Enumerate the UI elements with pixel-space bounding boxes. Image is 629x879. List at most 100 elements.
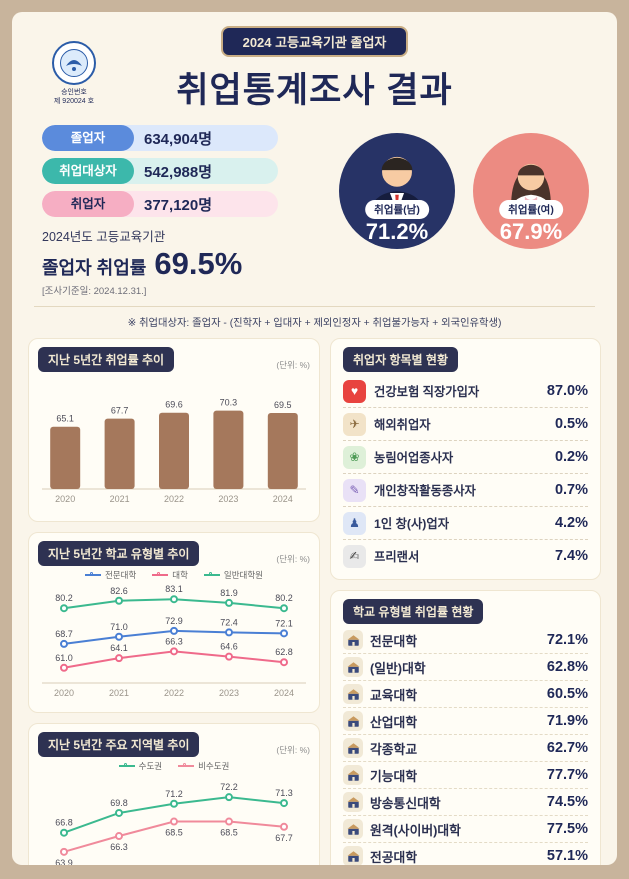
data-point xyxy=(225,598,233,607)
unit-label: (단위: %) xyxy=(276,554,310,564)
male-rate-circle: 취업률(남) 71.2% xyxy=(339,133,455,249)
svg-text:2021: 2021 xyxy=(110,494,130,504)
approval-number: 승인번호 제 920024 호 xyxy=(53,89,95,106)
data-point xyxy=(225,817,233,826)
data-point xyxy=(170,647,178,656)
svg-text:69.8: 69.8 xyxy=(110,798,128,808)
category-row: ♟ 1인 창(사)업자 4.2% xyxy=(343,507,588,540)
health-insurance-icon: ♥ xyxy=(343,379,366,403)
svg-text:67.7: 67.7 xyxy=(275,833,293,843)
employed-stat: 취업자 377,120명 xyxy=(42,191,278,217)
data-point xyxy=(115,808,123,817)
svg-text:83.1: 83.1 xyxy=(165,584,183,594)
page-title: 취업통계조사 결과 xyxy=(176,71,453,110)
lists-column: 취업자 항목별 현황 ♥ 건강보험 직장가입자 87.0% ✈ 해외취업자 0.… xyxy=(330,338,601,865)
employed-label: 취업자 xyxy=(42,191,134,217)
employment-categories-section: 취업자 항목별 현황 ♥ 건강보험 직장가입자 87.0% ✈ 해외취업자 0.… xyxy=(330,338,601,580)
category-row: ❀ 농림어업종사자 0.2% xyxy=(343,441,588,474)
school-building-icon xyxy=(343,684,363,704)
legend-item: 대학 xyxy=(152,569,188,580)
svg-text:66.8: 66.8 xyxy=(55,818,73,828)
svg-text:63.9: 63.9 xyxy=(55,858,73,865)
legend-item: 수도권 xyxy=(118,760,162,771)
svg-text:69.6: 69.6 xyxy=(165,400,183,410)
category-row: ♥ 건강보험 직장가입자 87.0% xyxy=(343,375,588,408)
svg-text:66.3: 66.3 xyxy=(165,636,183,646)
school-building-icon xyxy=(343,738,363,758)
solo-founder-icon: ♟ xyxy=(343,511,366,535)
data-point xyxy=(170,626,178,635)
overseas-worker-icon: ✈ xyxy=(343,412,366,436)
svg-text:2021: 2021 xyxy=(109,688,129,698)
svg-text:72.4: 72.4 xyxy=(220,617,238,627)
school-type-row: 방송통신대학 74.5% xyxy=(343,789,588,816)
graduates-value: 634,904명 xyxy=(144,130,213,148)
definition-note: ※ 취업대상자: 졸업자 - (진학자 + 입대자 + 제외인정자 + 취업불가… xyxy=(34,306,595,329)
employment-rate-bar-chart: 65.1 2020 67.7 2021 69.6 2022 70.3 2023 69.5 2024 xyxy=(42,398,306,504)
svg-text:68.5: 68.5 xyxy=(220,828,238,838)
school-building-icon xyxy=(343,630,363,650)
data-point xyxy=(115,596,123,605)
svg-text:71.2: 71.2 xyxy=(165,789,183,799)
school-building-icon xyxy=(343,657,363,677)
svg-text:67.7: 67.7 xyxy=(111,406,129,416)
data-point xyxy=(225,628,233,637)
section-title-employment-trend: 지난 5년간 취업률 추이 xyxy=(38,347,175,372)
content-grid: 지난 5년간 취업률 추이 (단위: %) 65.1 2020 67.7 2021 69… xyxy=(12,338,617,865)
data-point xyxy=(115,632,123,641)
svg-text:2022: 2022 xyxy=(164,494,184,504)
svg-text:2023: 2023 xyxy=(219,688,239,698)
school-building-icon xyxy=(343,711,363,731)
region-trend-legend: 수도권 비수도권 xyxy=(38,760,310,771)
bar xyxy=(104,418,135,489)
svg-text:64.6: 64.6 xyxy=(220,642,238,652)
rate-caption: 2024년도 고등교육기관 xyxy=(42,230,166,244)
freelancer-icon: ✍ xyxy=(343,544,366,568)
rate-value: 69.5% xyxy=(154,246,243,281)
data-point xyxy=(225,793,233,802)
data-point xyxy=(280,822,288,831)
unit-label: (단위: %) xyxy=(276,745,310,755)
category-row: ✎ 개인창작활동종사자 0.7% xyxy=(343,474,588,507)
header: 승인번호 제 920024 호 2024 고등교육기관 졸업자 취업통계조사 결… xyxy=(12,12,617,113)
header-badge: 2024 고등교육기관 졸업자 xyxy=(220,26,409,57)
bar xyxy=(213,410,244,489)
data-point xyxy=(60,828,68,837)
section-title-school-rates: 학교 유형별 취업률 현황 xyxy=(343,599,484,624)
school-building-icon xyxy=(343,792,363,812)
svg-text:72.1: 72.1 xyxy=(275,618,293,628)
unit-label: (단위: %) xyxy=(276,360,310,370)
data-point xyxy=(170,817,178,826)
data-point xyxy=(280,604,288,613)
category-row: ✈ 해외취업자 0.5% xyxy=(343,408,588,441)
rate-label: 졸업자 취업률 xyxy=(42,258,147,278)
svg-text:65.1: 65.1 xyxy=(56,414,74,424)
data-point xyxy=(115,832,123,841)
svg-text:64.1: 64.1 xyxy=(110,643,128,653)
school-type-row: 전공대학 57.1% xyxy=(343,843,588,865)
school-type-line-chart: 2020 2021 2022 2023 2024 68.7 71.0 72.9 72.4 72.1… xyxy=(42,584,306,698)
female-rate-value: 67.9% xyxy=(499,219,563,244)
main-card: 승인번호 제 920024 호 2024 고등교육기관 졸업자 취업통계조사 결… xyxy=(12,12,617,865)
svg-text:71.3: 71.3 xyxy=(275,788,293,798)
creative-worker-icon: ✎ xyxy=(343,478,366,502)
svg-text:80.2: 80.2 xyxy=(55,593,73,603)
approval-emblem: 승인번호 제 920024 호 xyxy=(38,40,110,107)
svg-text:82.6: 82.6 xyxy=(110,586,128,596)
school-type-rates-section: 학교 유형별 취업률 현황 전문대학 72.1% (일반)대학 62.8% xyxy=(330,590,601,865)
school-type-row: 전문대학 72.1% xyxy=(343,627,588,654)
female-rate-circle: 취업률(여) 67.9% xyxy=(473,133,589,249)
farmer-icon: ❀ xyxy=(343,445,366,469)
bar xyxy=(267,413,298,489)
svg-text:69.5: 69.5 xyxy=(274,400,292,410)
svg-text:2024: 2024 xyxy=(273,494,293,504)
school-type-row: 원격(사이버)대학 77.5% xyxy=(343,816,588,843)
data-point xyxy=(280,799,288,808)
data-point xyxy=(280,629,288,638)
employment-target-label: 취업대상자 xyxy=(42,158,134,184)
employment-trend-section: 지난 5년간 취업률 추이 (단위: %) 65.1 2020 67.7 2021 69… xyxy=(28,338,320,522)
section-title-school-trend: 지난 5년간 학교 유형별 추이 xyxy=(38,541,200,566)
school-type-row: (일반)대학 62.8% xyxy=(343,654,588,681)
